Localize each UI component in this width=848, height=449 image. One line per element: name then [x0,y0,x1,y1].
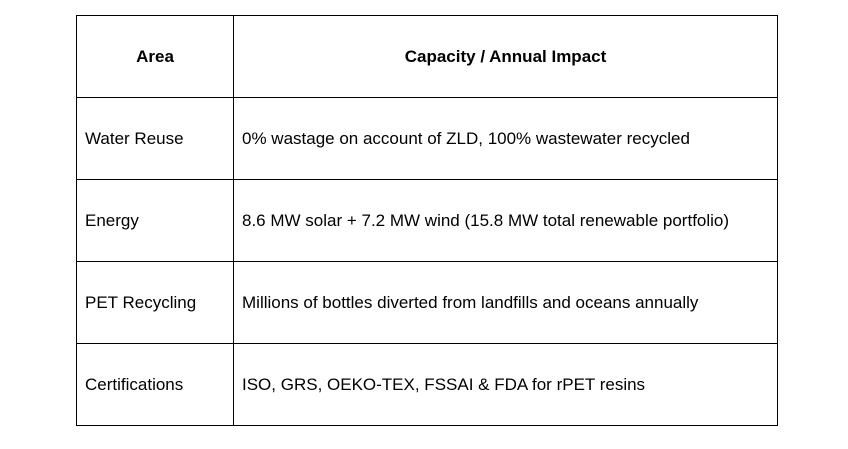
cell-area: Certifications [76,343,234,426]
table-row: Energy 8.6 MW solar + 7.2 MW wind (15.8 … [76,179,778,262]
table-header: Area Capacity / Annual Impact [76,15,778,98]
table-row: Water Reuse 0% wastage on account of ZLD… [76,97,778,180]
table-row: Certifications ISO, GRS, OEKO-TEX, FSSAI… [76,343,778,426]
table-row: PET Recycling Millions of bottles divert… [76,261,778,344]
header-area: Area [76,15,234,98]
cell-impact: 0% wastage on account of ZLD, 100% waste… [233,97,778,180]
cell-area: PET Recycling [76,261,234,344]
cell-impact: ISO, GRS, OEKO-TEX, FSSAI & FDA for rPET… [233,343,778,426]
cell-area: Water Reuse [76,97,234,180]
cell-impact: 8.6 MW solar + 7.2 MW wind (15.8 MW tota… [233,179,778,262]
cell-area: Energy [76,179,234,262]
header-row: Area Capacity / Annual Impact [76,15,778,98]
cell-impact: Millions of bottles diverted from landfi… [233,261,778,344]
impact-table: Area Capacity / Annual Impact Water Reus… [76,15,778,426]
header-impact: Capacity / Annual Impact [233,15,778,98]
table-body: Water Reuse 0% wastage on account of ZLD… [76,97,778,426]
